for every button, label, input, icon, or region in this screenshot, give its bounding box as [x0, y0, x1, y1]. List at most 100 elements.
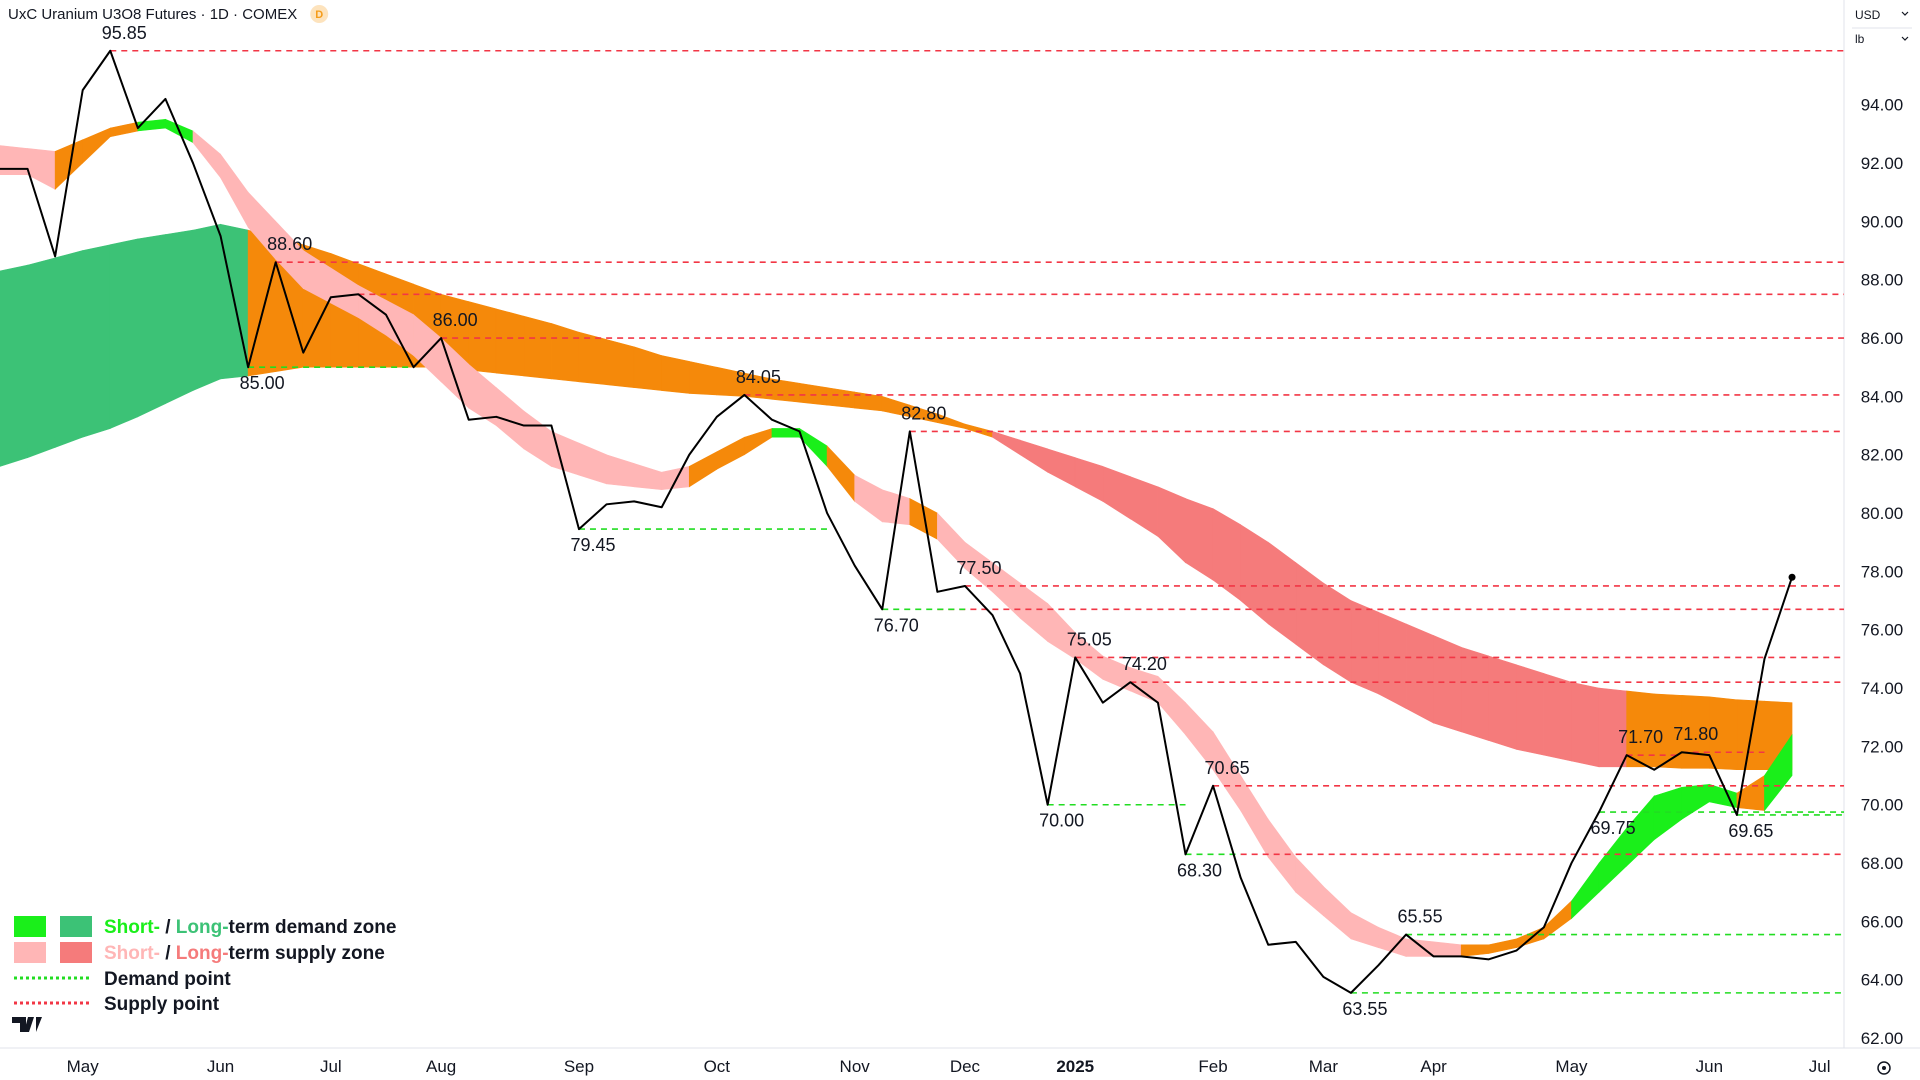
y-tick-label: 80.00	[1861, 504, 1904, 523]
x-tick-label: May	[67, 1057, 100, 1076]
zone-segment	[688, 361, 718, 396]
level-label: 69.65	[1728, 821, 1773, 841]
unit-dropdown[interactable]	[1901, 36, 1909, 41]
level-label: 69.75	[1591, 818, 1636, 838]
x-tick-label: Nov	[840, 1057, 871, 1076]
zone-segment	[1378, 611, 1407, 709]
y-tick-label: 70.00	[1861, 796, 1904, 815]
y-tick-label: 76.00	[1861, 621, 1904, 640]
y-tick-label: 66.00	[1861, 912, 1904, 931]
zone-segment	[1460, 646, 1490, 741]
level-label: 71.80	[1673, 724, 1718, 744]
legend-text: Long-	[176, 917, 229, 938]
zone-segment	[137, 234, 166, 418]
legend-text: term demand zone	[229, 917, 397, 938]
level-label: 77.50	[956, 558, 1001, 578]
legend-swatch	[60, 942, 92, 963]
zone-segment	[1571, 681, 1600, 768]
level-label: 88.60	[267, 234, 312, 254]
y-tick-label: 78.00	[1861, 562, 1904, 581]
currency-dropdown[interactable]	[1901, 11, 1909, 16]
level-label: 82.80	[901, 403, 946, 423]
badge-label: D	[315, 9, 323, 21]
legend-label: Demand point	[104, 969, 231, 990]
level-label: 70.65	[1205, 758, 1250, 778]
zone-segment	[27, 257, 56, 459]
x-tick-label: Apr	[1420, 1057, 1447, 1076]
zone-segment	[606, 339, 635, 388]
legend-swatch	[14, 942, 46, 963]
x-tick-label: Oct	[704, 1057, 731, 1076]
y-tick-label: 94.00	[1861, 96, 1904, 115]
x-tick-label: May	[1555, 1057, 1588, 1076]
zone-segment	[578, 331, 607, 386]
x-tick-label: Aug	[426, 1057, 456, 1076]
level-label: 68.30	[1177, 860, 1222, 880]
x-tick-label: Feb	[1198, 1057, 1227, 1076]
series	[0, 49, 1796, 994]
legend-swatch	[14, 916, 46, 937]
tradingview-logo[interactable]	[12, 1017, 42, 1032]
legend-text: /	[160, 917, 176, 938]
badge	[310, 5, 329, 23]
levels	[110, 49, 1844, 994]
x-tick-label: 2025	[1056, 1057, 1094, 1076]
zone-segment	[495, 308, 525, 377]
y-tick-label: 68.00	[1861, 854, 1904, 873]
y-tick-label: 74.00	[1861, 679, 1904, 698]
zone-segment	[165, 229, 194, 405]
zone-segment	[1433, 635, 1462, 733]
zone-segment	[1350, 600, 1379, 695]
currency[interactable]: USD	[1855, 8, 1881, 22]
x-tick-label: Jun	[207, 1057, 234, 1076]
y-tick-label: 64.00	[1861, 971, 1904, 990]
legend-text: Short-	[104, 917, 160, 938]
x-tick-label: Dec	[950, 1057, 981, 1076]
zone-segment	[1405, 623, 1434, 724]
zone-segment	[1764, 733, 1793, 812]
labels: 95.85 88.60 86.00 84.05 82.80 77.50 75.05 74.20…	[102, 23, 1774, 1019]
legend-label: Short- / Long-term supply zone	[104, 943, 385, 964]
zone-segment	[192, 223, 221, 392]
x-tick-label: Jun	[1696, 1057, 1723, 1076]
settings-icon-dot	[1882, 1066, 1886, 1070]
level-label: 65.55	[1398, 907, 1443, 927]
zone-segment	[82, 244, 111, 438]
legend-label: Short- / Long-term demand zone	[104, 917, 396, 938]
level-label: 74.20	[1122, 654, 1167, 674]
zone-segment	[1433, 941, 1462, 957]
legend-label: Supply point	[104, 994, 220, 1015]
zone-segment	[661, 355, 690, 394]
y-tick-label: 88.00	[1861, 271, 1904, 290]
y-tick-label: 82.00	[1861, 446, 1904, 465]
y-tick-label: 90.00	[1861, 212, 1904, 231]
zone-segment	[0, 145, 28, 176]
x-tick-label: Sep	[564, 1057, 594, 1076]
legend-swatch	[60, 916, 92, 937]
last-price-dot	[1788, 573, 1796, 581]
level-label: 63.55	[1342, 999, 1387, 1019]
chart-title: UxC Uranium U3O8 Futures · 1D · COMEX	[8, 6, 297, 23]
legend-text: /	[160, 943, 176, 964]
level-label: 79.45	[570, 535, 615, 555]
legend-text: Short-	[104, 943, 160, 964]
x-tick-label: Mar	[1309, 1057, 1339, 1076]
zone-segment	[523, 315, 552, 380]
unit[interactable]: lb	[1855, 32, 1865, 46]
x-tick-label: Jul	[320, 1057, 342, 1076]
legend-text: Long-	[176, 943, 229, 964]
zone-segment	[551, 323, 580, 383]
price-line	[0, 49, 1793, 994]
level-label: 71.70	[1618, 727, 1663, 747]
zone-segment	[1488, 655, 1517, 750]
settings-icon[interactable]	[1877, 1061, 1891, 1075]
level-label: 85.00	[240, 373, 285, 393]
zone-segment	[1516, 664, 1545, 756]
level-label: 76.70	[874, 615, 919, 635]
y-tick-label: 86.00	[1861, 329, 1904, 348]
level-label: 70.00	[1039, 811, 1084, 831]
x-tick-label: Jul	[1809, 1057, 1831, 1076]
zone-segment	[109, 238, 139, 429]
